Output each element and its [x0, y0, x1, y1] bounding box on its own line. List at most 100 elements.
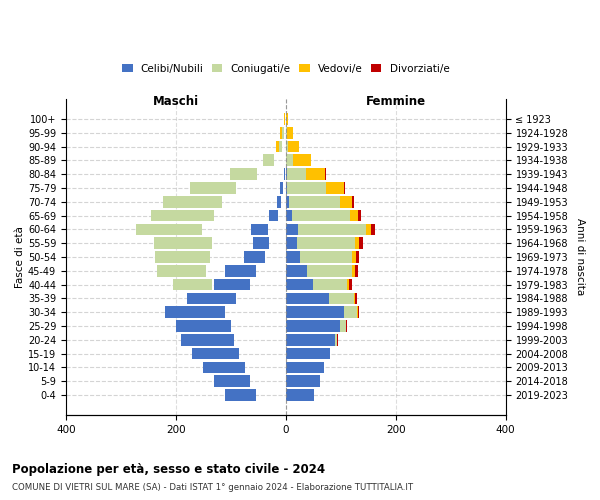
Bar	[297, 238, 355, 249]
Bar	[266, 154, 271, 166]
Bar	[229, 182, 230, 194]
Text: COMUNE DI VIETRI SUL MARE (SA) - Dati ISTAT 1° gennaio 2024 - Elaborazione TUTTI: COMUNE DI VIETRI SUL MARE (SA) - Dati IS…	[12, 482, 413, 492]
Bar	[194, 224, 197, 235]
Bar	[347, 278, 349, 290]
Bar	[352, 196, 354, 207]
Bar	[278, 140, 282, 152]
Bar	[286, 265, 307, 276]
Bar	[286, 113, 288, 125]
Bar	[286, 238, 297, 249]
Bar	[226, 265, 256, 276]
Bar	[335, 334, 337, 345]
Bar	[209, 238, 211, 249]
Bar	[229, 334, 232, 345]
Bar	[358, 306, 359, 318]
Bar	[157, 265, 206, 276]
Bar	[340, 196, 352, 207]
Bar	[286, 348, 330, 360]
Bar	[346, 320, 347, 332]
Bar	[287, 168, 306, 180]
Bar	[354, 292, 355, 304]
Bar	[165, 306, 226, 318]
Bar	[286, 251, 300, 263]
Bar	[253, 238, 269, 249]
Bar	[284, 168, 285, 180]
Bar	[176, 320, 231, 332]
Bar	[329, 292, 354, 304]
Bar	[136, 224, 202, 235]
Bar	[286, 320, 340, 332]
Bar	[214, 376, 250, 387]
Bar	[199, 265, 202, 276]
Bar	[193, 348, 239, 360]
Bar	[355, 292, 357, 304]
Bar	[208, 292, 210, 304]
Bar	[358, 210, 361, 222]
Bar	[286, 196, 289, 207]
Bar	[371, 224, 375, 235]
Y-axis label: Fasce di età: Fasce di età	[15, 226, 25, 288]
Bar	[215, 196, 217, 207]
Bar	[286, 292, 329, 304]
Bar	[187, 292, 236, 304]
Bar	[306, 168, 325, 180]
Bar	[307, 265, 352, 276]
Bar	[286, 362, 324, 374]
Bar	[277, 196, 281, 207]
Bar	[349, 278, 352, 290]
Bar	[181, 334, 233, 345]
Bar	[365, 224, 371, 235]
Bar	[288, 140, 299, 152]
Text: Maschi: Maschi	[153, 95, 199, 108]
Bar	[286, 182, 287, 194]
Bar	[355, 265, 358, 276]
Bar	[286, 154, 293, 166]
Bar	[280, 182, 283, 194]
Bar	[282, 127, 284, 138]
Bar	[293, 154, 311, 166]
Bar	[251, 224, 268, 235]
Bar	[289, 196, 340, 207]
Bar	[286, 376, 320, 387]
Bar	[298, 224, 365, 235]
Bar	[263, 154, 274, 166]
Bar	[300, 251, 352, 263]
Bar	[355, 238, 359, 249]
Bar	[163, 196, 222, 207]
Bar	[206, 278, 208, 290]
Bar	[230, 168, 257, 180]
Bar	[198, 306, 212, 318]
Legend: Celibi/Nubili, Coniugati/e, Vedovi/e, Divorziati/e: Celibi/Nubili, Coniugati/e, Vedovi/e, Di…	[118, 60, 454, 78]
Bar	[199, 224, 200, 235]
Bar	[277, 140, 279, 152]
Bar	[292, 210, 350, 222]
Bar	[226, 389, 256, 401]
Bar	[287, 182, 326, 194]
Bar	[286, 168, 287, 180]
Bar	[352, 251, 356, 263]
Bar	[173, 278, 212, 290]
Bar	[286, 210, 292, 222]
Bar	[187, 292, 212, 304]
Bar	[286, 224, 298, 235]
Bar	[359, 238, 364, 249]
Bar	[326, 182, 344, 194]
Bar	[286, 389, 314, 401]
Bar	[356, 251, 359, 263]
Bar	[286, 278, 313, 290]
Bar	[204, 265, 205, 276]
Bar	[287, 127, 293, 138]
Bar	[280, 127, 282, 138]
Bar	[205, 210, 208, 222]
Bar	[203, 251, 206, 263]
Bar	[286, 334, 335, 345]
Bar	[151, 210, 214, 222]
Bar	[203, 362, 245, 374]
Text: Femmine: Femmine	[366, 95, 426, 108]
Bar	[209, 210, 212, 222]
Bar	[220, 320, 226, 332]
Bar	[214, 196, 218, 207]
Bar	[340, 320, 346, 332]
Bar	[209, 306, 211, 318]
Bar	[204, 238, 207, 249]
